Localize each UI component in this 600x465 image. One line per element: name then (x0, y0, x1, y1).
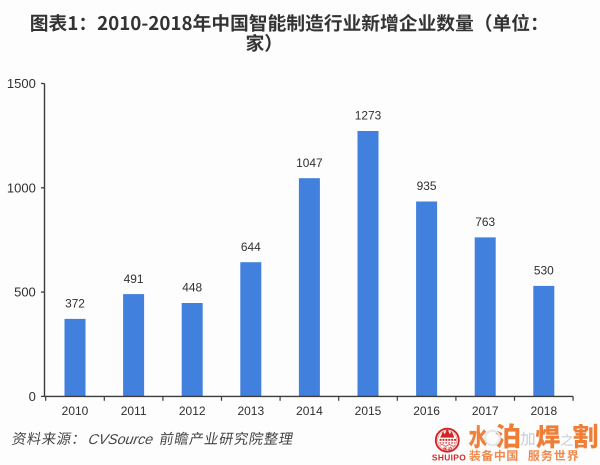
svg-text:491: 491 (124, 272, 144, 286)
svg-text:372: 372 (65, 297, 85, 311)
svg-text:1273: 1273 (355, 109, 382, 123)
svg-text:CVSource: CVSource (87, 432, 155, 448)
svg-text:2015: 2015 (355, 404, 382, 418)
svg-text:2011: 2011 (121, 404, 147, 418)
svg-text:SHUIPO: SHUIPO (432, 453, 466, 463)
svg-text:2010: 2010 (62, 404, 89, 418)
svg-text:0: 0 (29, 389, 36, 404)
svg-text:2012: 2012 (179, 404, 206, 418)
svg-text:1047: 1047 (296, 156, 323, 170)
svg-text:2014: 2014 (296, 404, 323, 418)
svg-text:2016: 2016 (413, 404, 440, 418)
svg-text:2018: 2018 (530, 404, 557, 418)
svg-text:530: 530 (534, 264, 554, 278)
svg-text:763: 763 (475, 215, 495, 229)
svg-text:644: 644 (241, 240, 261, 254)
svg-text:935: 935 (417, 179, 437, 193)
svg-text:448: 448 (182, 281, 202, 295)
svg-text:1000: 1000 (7, 180, 36, 195)
svg-text:2013: 2013 (237, 404, 264, 418)
svg-text:2017: 2017 (472, 404, 499, 418)
svg-text:1500: 1500 (7, 76, 36, 91)
svg-text:500: 500 (14, 285, 36, 300)
